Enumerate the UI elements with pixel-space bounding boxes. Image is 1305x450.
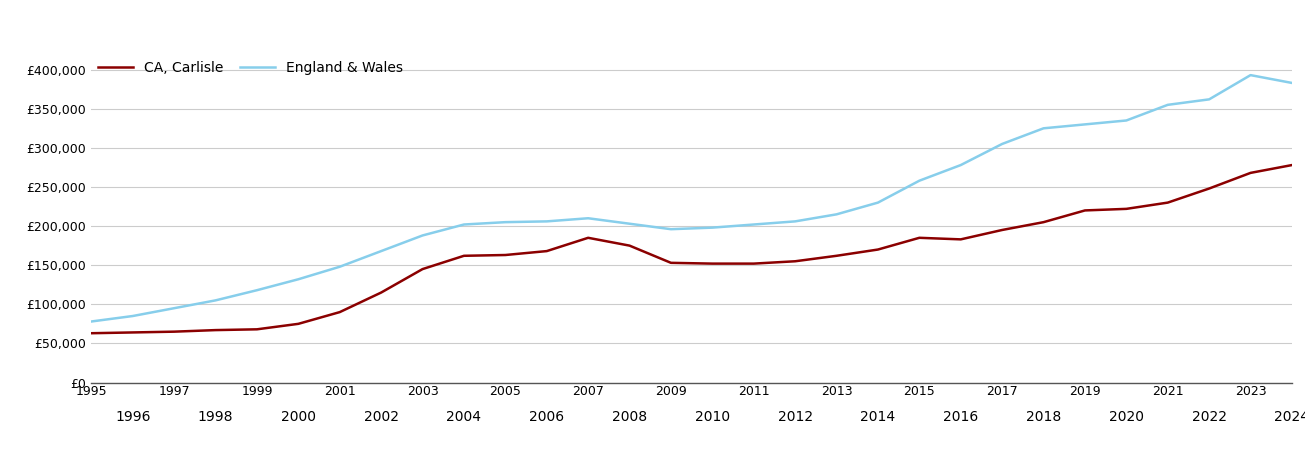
England & Wales bbox=[1077, 122, 1092, 127]
England & Wales bbox=[1118, 118, 1134, 123]
England & Wales bbox=[581, 216, 596, 221]
CA, Carlisle bbox=[457, 253, 472, 258]
CA, Carlisle bbox=[331, 310, 347, 315]
CA, Carlisle bbox=[291, 321, 307, 327]
CA, Carlisle bbox=[787, 259, 803, 264]
CA, Carlisle bbox=[1077, 208, 1092, 213]
England & Wales bbox=[746, 222, 762, 227]
Line: England & Wales: England & Wales bbox=[91, 75, 1292, 321]
CA, Carlisle bbox=[581, 235, 596, 240]
CA, Carlisle bbox=[911, 235, 927, 240]
CA, Carlisle bbox=[621, 243, 637, 248]
CA, Carlisle bbox=[1160, 200, 1176, 205]
CA, Carlisle bbox=[539, 248, 555, 254]
CA, Carlisle bbox=[1202, 186, 1218, 191]
England & Wales bbox=[787, 219, 803, 224]
CA, Carlisle bbox=[870, 247, 886, 252]
England & Wales bbox=[829, 212, 844, 217]
CA, Carlisle bbox=[1242, 170, 1258, 176]
England & Wales bbox=[870, 200, 886, 205]
England & Wales bbox=[1036, 126, 1052, 131]
England & Wales bbox=[249, 288, 265, 293]
England & Wales bbox=[331, 264, 347, 270]
England & Wales bbox=[497, 220, 513, 225]
England & Wales bbox=[953, 162, 968, 168]
England & Wales bbox=[911, 178, 927, 184]
CA, Carlisle bbox=[1118, 206, 1134, 211]
CA, Carlisle bbox=[746, 261, 762, 266]
Line: CA, Carlisle: CA, Carlisle bbox=[91, 165, 1292, 333]
England & Wales bbox=[994, 141, 1010, 147]
CA, Carlisle bbox=[166, 329, 181, 334]
England & Wales bbox=[166, 306, 181, 311]
CA, Carlisle bbox=[207, 328, 223, 333]
CA, Carlisle bbox=[249, 327, 265, 332]
England & Wales bbox=[539, 219, 555, 224]
CA, Carlisle bbox=[373, 290, 389, 295]
England & Wales bbox=[663, 226, 679, 232]
CA, Carlisle bbox=[84, 330, 99, 336]
CA, Carlisle bbox=[953, 237, 968, 242]
CA, Carlisle bbox=[1284, 162, 1300, 168]
CA, Carlisle bbox=[829, 253, 844, 258]
England & Wales bbox=[207, 298, 223, 303]
England & Wales bbox=[125, 313, 141, 319]
England & Wales bbox=[415, 233, 431, 238]
CA, Carlisle bbox=[125, 330, 141, 335]
England & Wales bbox=[1160, 102, 1176, 108]
CA, Carlisle bbox=[497, 252, 513, 258]
England & Wales bbox=[457, 222, 472, 227]
England & Wales bbox=[1284, 80, 1300, 86]
CA, Carlisle bbox=[663, 260, 679, 265]
CA, Carlisle bbox=[1036, 220, 1052, 225]
England & Wales bbox=[84, 319, 99, 324]
England & Wales bbox=[1202, 97, 1218, 102]
CA, Carlisle bbox=[705, 261, 720, 266]
Legend: CA, Carlisle, England & Wales: CA, Carlisle, England & Wales bbox=[98, 61, 403, 75]
CA, Carlisle bbox=[994, 227, 1010, 233]
England & Wales bbox=[621, 221, 637, 226]
England & Wales bbox=[373, 248, 389, 254]
England & Wales bbox=[291, 277, 307, 282]
England & Wales bbox=[1242, 72, 1258, 78]
England & Wales bbox=[705, 225, 720, 230]
CA, Carlisle bbox=[415, 266, 431, 272]
